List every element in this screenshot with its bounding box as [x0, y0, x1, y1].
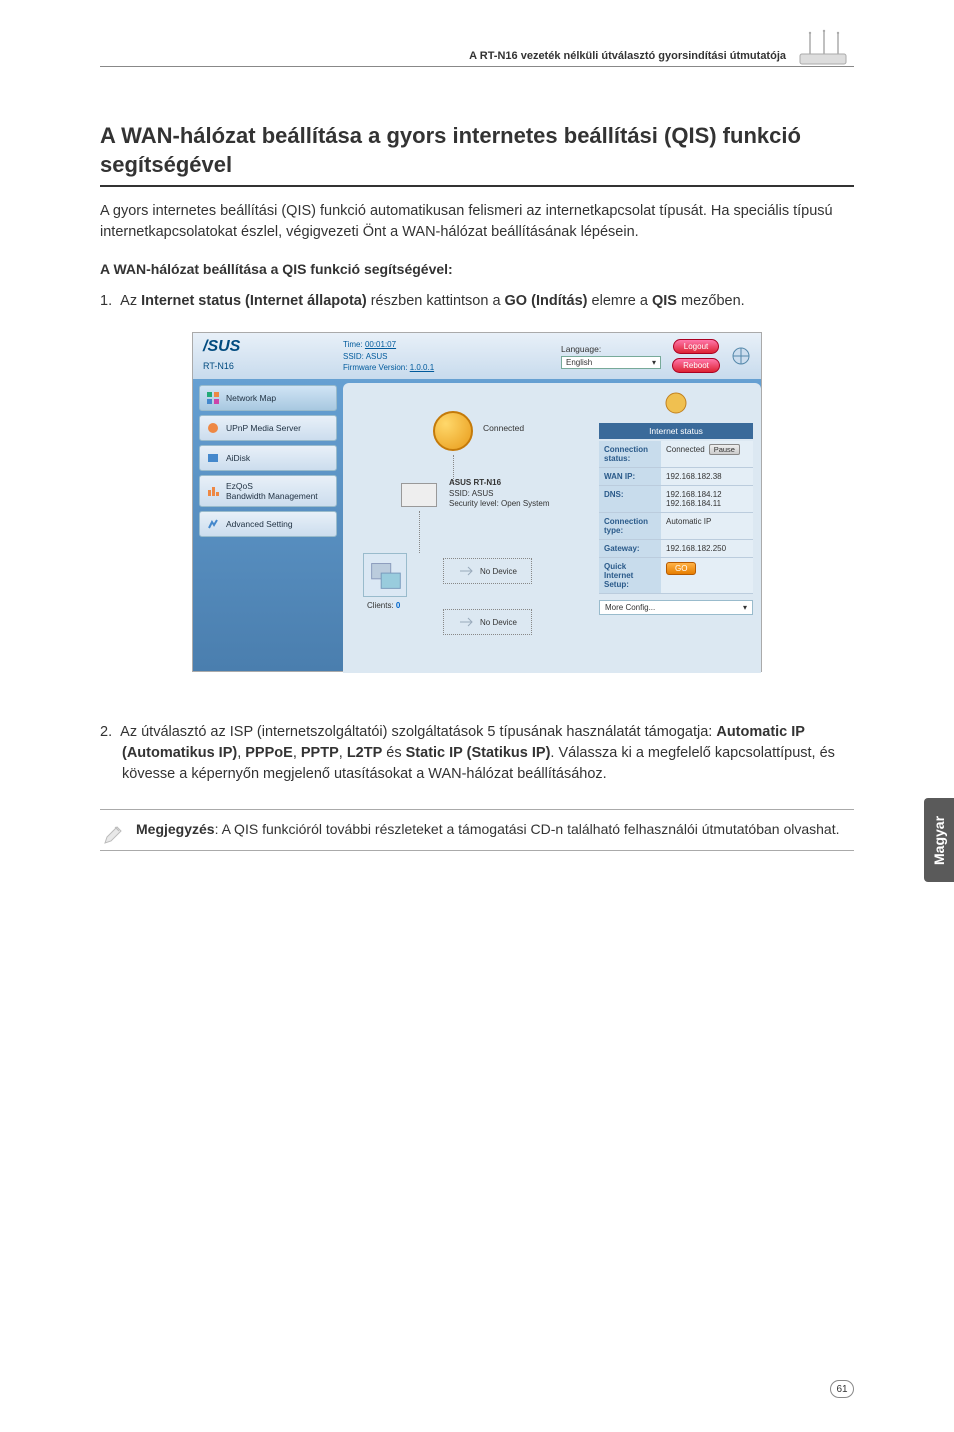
- router-illustration: [794, 28, 854, 68]
- clients-icon[interactable]: [363, 553, 407, 597]
- note-box: Megjegyzés: A QIS funkcióról további rés…: [100, 809, 854, 851]
- step-2-number: 2.: [100, 724, 112, 740]
- media-server-icon: [206, 421, 220, 435]
- screenshot-container: /SUS RT-N16 Time: 00:01:07 SSID: ASUS Fi…: [100, 332, 854, 672]
- language-block: Language: English▾: [561, 344, 661, 369]
- advanced-icon: [206, 517, 220, 531]
- status-gateway-label: Gateway:: [599, 540, 661, 557]
- page-number: 61: [830, 1380, 854, 1398]
- step-1-number: 1.: [100, 293, 112, 309]
- go-button[interactable]: GO: [666, 562, 696, 575]
- internet-status-panel: Internet status Connection status:Connec…: [591, 383, 761, 673]
- wireless-icon: [458, 616, 474, 628]
- language-select[interactable]: English▾: [561, 356, 661, 369]
- chevron-down-icon: ▾: [652, 358, 656, 367]
- router-info: ASUS RT-N16 SSID: ASUS Security level: O…: [449, 478, 550, 509]
- status-gateway-value: 192.168.182.250: [661, 540, 753, 557]
- time-link[interactable]: 00:01:07: [365, 340, 396, 349]
- top-info: Time: 00:01:07 SSID: ASUS Firmware Versi…: [343, 339, 561, 373]
- status-qis-value: GO: [661, 558, 753, 593]
- more-config-select[interactable]: More Config...▾: [599, 600, 753, 615]
- internet-globe-icon[interactable]: [433, 411, 473, 451]
- reboot-button[interactable]: Reboot: [672, 358, 720, 373]
- internet-status-header: Internet status: [599, 423, 753, 439]
- nav-advanced[interactable]: Advanced Setting: [199, 511, 337, 537]
- nav-aidisk[interactable]: AiDisk: [199, 445, 337, 471]
- network-map-icon: [206, 391, 220, 405]
- page-title: A WAN-hálózat beállítása a gyors interne…: [100, 122, 854, 187]
- aidisk-icon: [206, 451, 220, 465]
- no-device-2: No Device: [443, 609, 532, 635]
- admin-top-bar: /SUS RT-N16 Time: 00:01:07 SSID: ASUS Fi…: [193, 333, 761, 379]
- nav-ezqos[interactable]: EzQoSBandwidth Management: [199, 475, 337, 507]
- globe-icon: [731, 346, 751, 366]
- language-tab: Magyar: [924, 798, 954, 882]
- nav-network-map[interactable]: Network Map: [199, 385, 337, 411]
- status-wanip-label: WAN IP:: [599, 468, 661, 485]
- status-conntype-value: Automatic IP: [661, 513, 753, 539]
- status-conntype-label: Connection type:: [599, 513, 661, 539]
- top-buttons: Logout Reboot: [661, 339, 731, 373]
- pencil-icon: [102, 824, 124, 846]
- step-1: 1. Az Internet status (Internet állapota…: [100, 291, 854, 312]
- firmware-link[interactable]: 1.0.0.1: [410, 363, 434, 372]
- asus-logo: /SUS RT-N16: [203, 338, 343, 374]
- wireless-icon: [458, 565, 474, 577]
- status-icon: [599, 391, 753, 417]
- pause-button[interactable]: Pause: [709, 444, 740, 455]
- intro-paragraph: A gyors internetes beállítási (QIS) funk…: [100, 201, 854, 243]
- status-wanip-value: 192.168.182.38: [661, 468, 753, 485]
- admin-main-diagram: Connected ASUS RT-N16 SSID: ASUS Securit…: [343, 383, 591, 673]
- no-device-1: No Device: [443, 558, 532, 584]
- status-dns-label: DNS:: [599, 486, 661, 512]
- logout-button[interactable]: Logout: [673, 339, 719, 354]
- status-qis-label: Quick Internet Setup:: [599, 558, 661, 593]
- connected-label: Connected: [483, 423, 524, 433]
- admin-sidebar: Network Map UPnP Media Server AiDisk EzQ…: [193, 379, 343, 673]
- chevron-down-icon: ▾: [743, 603, 747, 612]
- document-header: A RT-N16 vezeték nélküli útválasztó gyor…: [100, 50, 854, 67]
- status-dns-value: 192.168.184.12192.168.184.11: [661, 486, 753, 512]
- clients-count: Clients: 0: [367, 601, 400, 610]
- ezqos-icon: [206, 484, 220, 498]
- subheading: A WAN-hálózat beállítása a QIS funkció s…: [100, 261, 854, 277]
- step-2: 2. Az útválasztó az ISP (internetszolgál…: [100, 722, 854, 785]
- nav-upnp[interactable]: UPnP Media Server: [199, 415, 337, 441]
- status-conn-label: Connection status:: [599, 441, 661, 467]
- status-conn-value: ConnectedPause: [661, 441, 753, 467]
- router-box-icon[interactable]: [401, 483, 437, 507]
- router-admin-screenshot: /SUS RT-N16 Time: 00:01:07 SSID: ASUS Fi…: [192, 332, 762, 672]
